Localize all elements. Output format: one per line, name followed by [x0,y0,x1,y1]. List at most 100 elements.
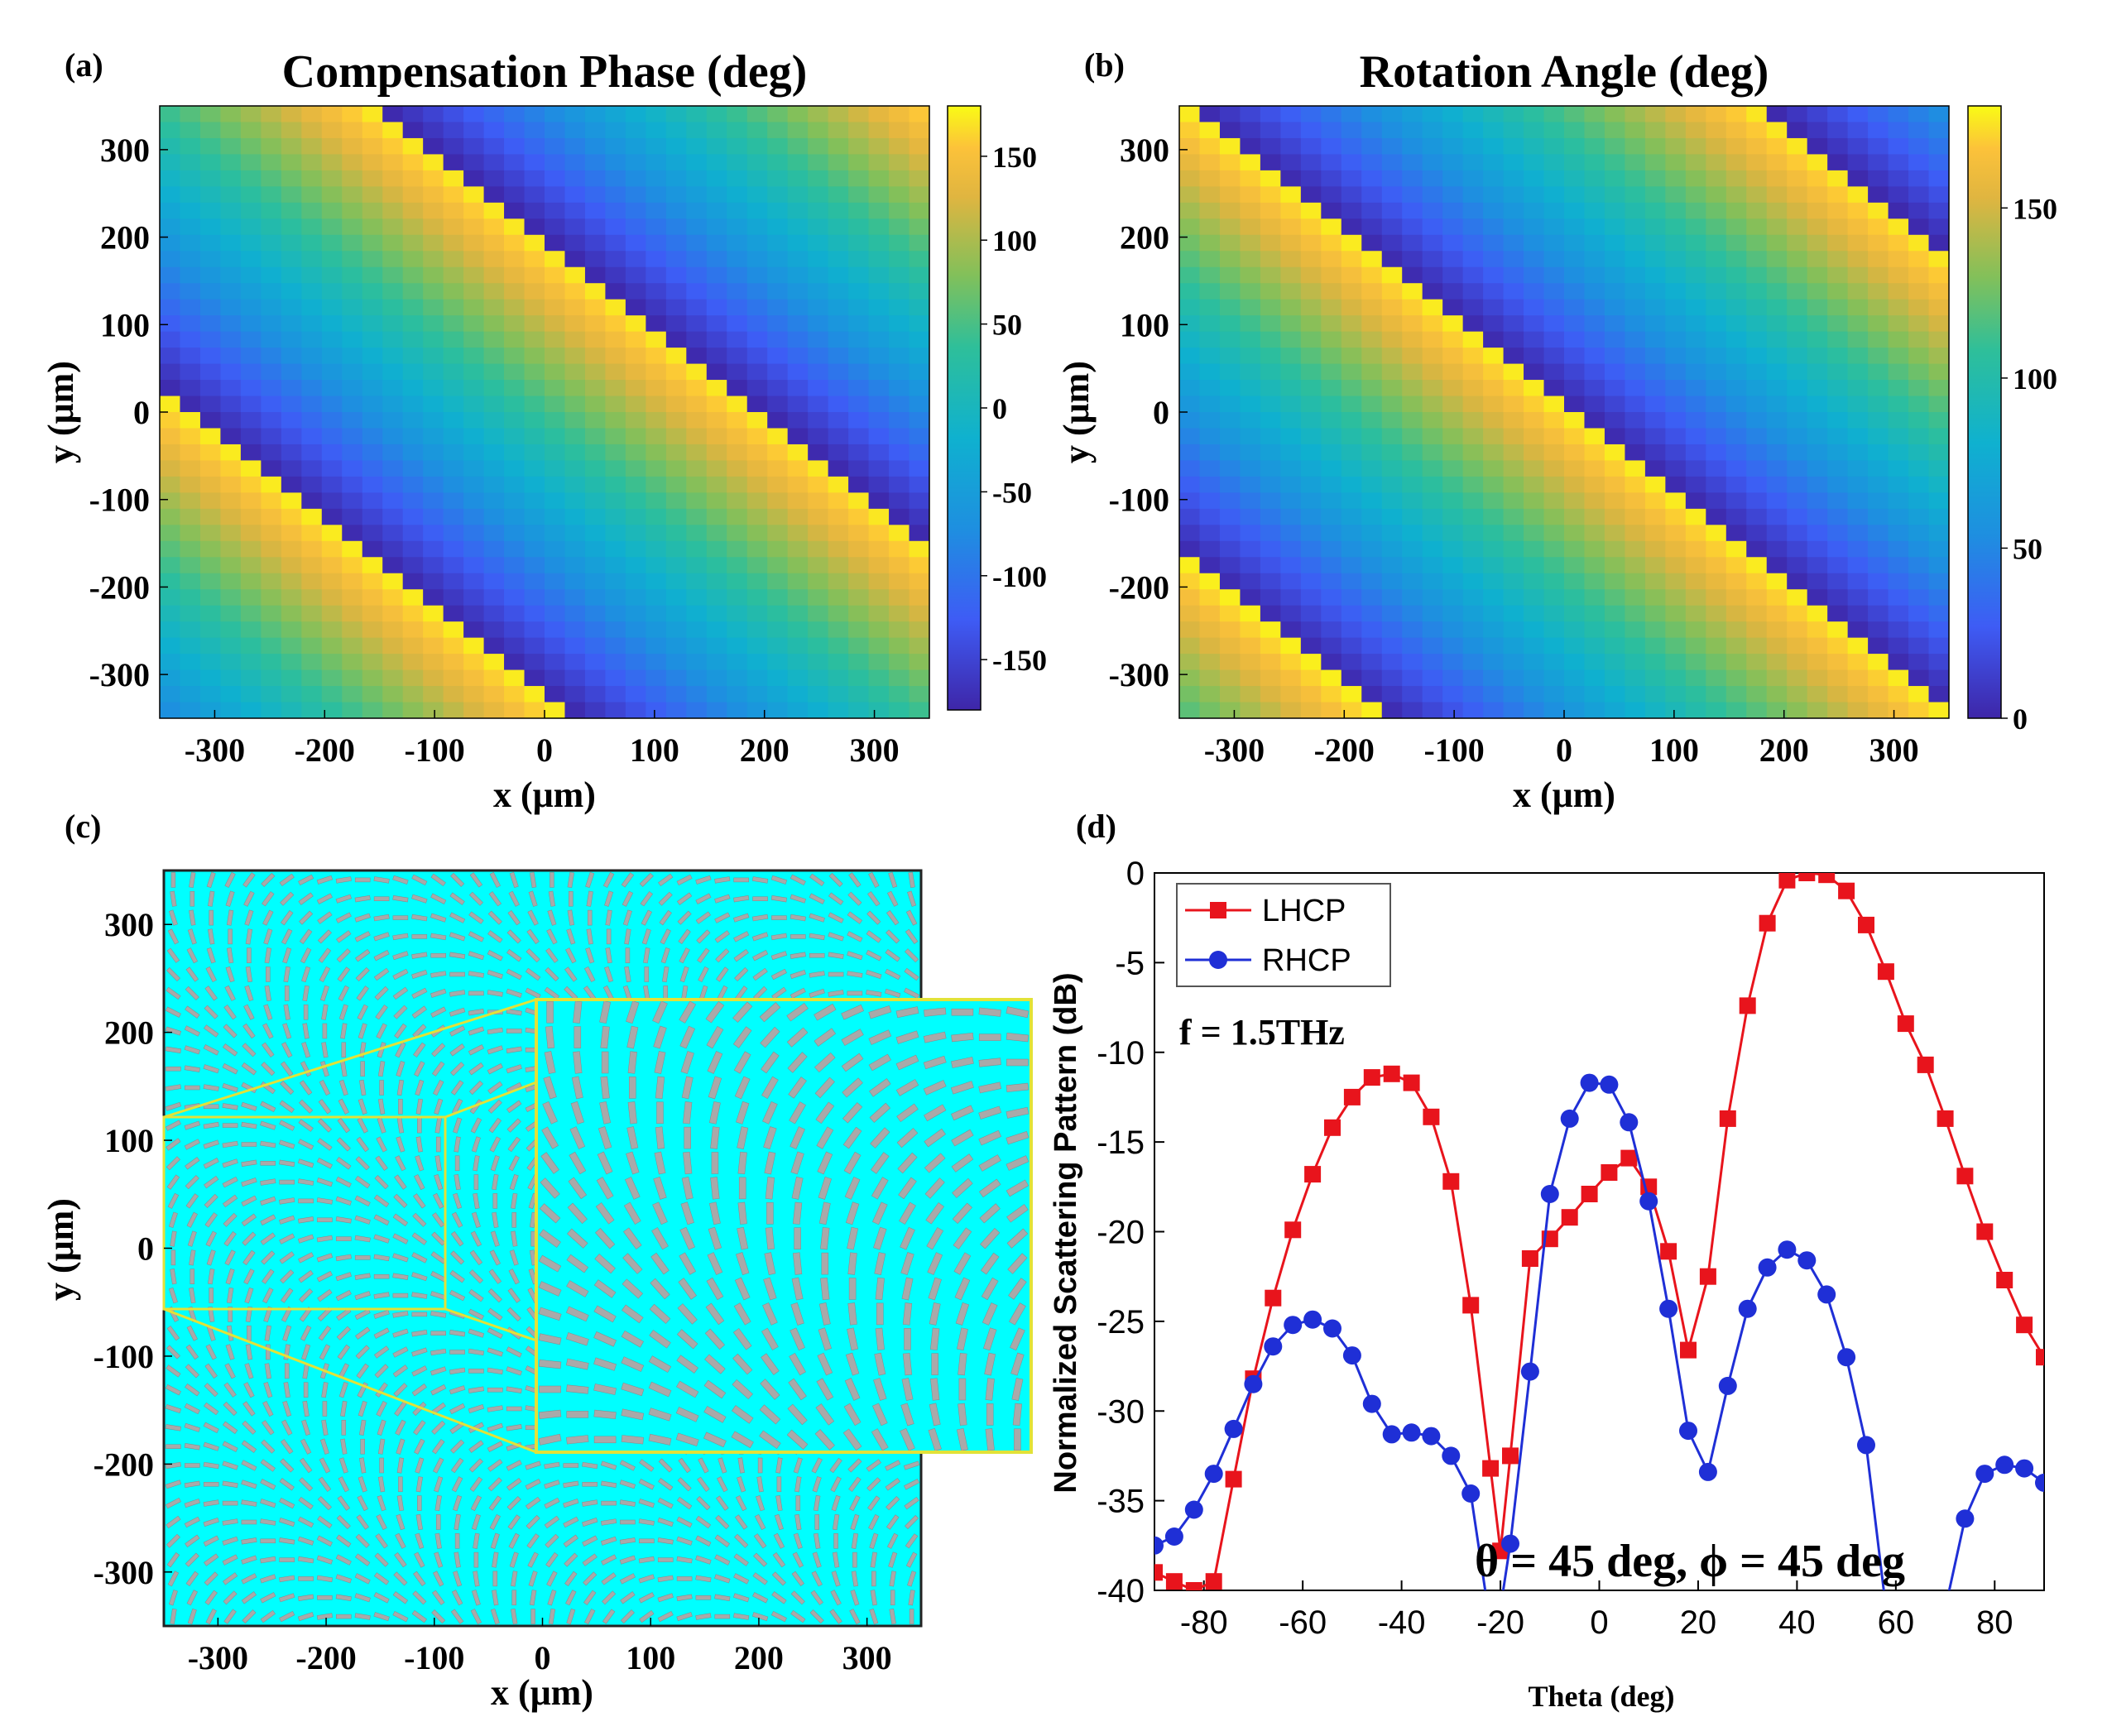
heatmap-a-cell [199,540,222,558]
heatmap-a-cell [889,363,910,381]
unit-cell [185,966,199,982]
heatmap-a-cell [787,396,809,413]
unit-cell [526,967,541,981]
inset-unit-cell [681,1076,694,1100]
unit-cell [299,1457,313,1474]
heatmap-b-cell [1361,621,1383,639]
heatmap-b-cell [1847,170,1869,187]
heatmap-b-cell [1725,266,1747,284]
heatmap-b-cell [1706,396,1727,413]
inset-unit-cell [539,1229,561,1248]
heatmap-b-cell [1300,412,1322,429]
heatmap-b-cell [1341,525,1362,542]
heatmap-a-cell [767,202,789,219]
heatmap-a-cell [301,154,323,171]
heatmap-a-cell [321,122,343,139]
heatmap-b-cell [1402,299,1423,316]
heatmap-b-cell [1361,380,1383,397]
heatmap-a-cell [706,266,727,284]
heatmap-b-cell [1787,331,1808,348]
heatmap-b-cell [1361,589,1383,607]
heatmap-b-cell [1219,573,1241,590]
inset-unit-cell [794,1227,801,1249]
unit-cell [261,1250,276,1265]
unit-cell [411,1609,427,1623]
heatmap-b-cell [1321,589,1342,607]
unit-cell [888,1551,898,1568]
panel-d-xtick-label: 20 [1680,1604,1717,1641]
inset-unit-cell [847,1226,859,1250]
heatmap-b-cell [1908,122,1930,139]
unit-cell [774,1513,784,1531]
unit-cell [189,1288,196,1304]
heatmap-b-cell [1240,348,1261,365]
heatmap-a-cell [261,669,282,687]
heatmap-b-cell [1685,315,1706,333]
heatmap-b-cell [1564,202,1586,219]
inset-unit-cell [870,1127,890,1149]
heatmap-b-cell [1402,283,1423,300]
unit-cell [715,1515,730,1529]
heatmap-b-cell [1402,460,1423,477]
heatmap-a-cell [808,396,829,413]
heatmap-a-cell [443,106,464,123]
heatmap-b-cell [1766,396,1788,413]
heatmap-a-cell [382,218,404,236]
heatmap-a-cell [727,218,748,236]
heatmap-b-cell [1644,348,1666,365]
unit-cell [641,909,652,926]
heatmap-b-cell [1442,525,1464,542]
inset-unit-cell [703,1431,727,1448]
heatmap-a-cell [625,251,646,268]
heatmap-a-cell [321,315,343,333]
heatmap-b-cell [1746,654,1768,671]
heatmap-b-cell [1341,348,1362,365]
heatmap-b-cell [1706,202,1727,219]
heatmap-b-cell [1179,460,1201,477]
unit-cell [223,1194,238,1208]
heatmap-a-cell [180,702,201,718]
heatmap-b-cell [1381,589,1403,607]
heatmap-b-cell [1908,621,1930,639]
heatmap-a-cell [848,122,870,139]
heatmap-a-cell [665,331,687,348]
unit-cell [336,1137,351,1152]
heatmap-a-cell [199,137,222,156]
heatmap-b-cell [1240,669,1261,687]
unit-cell [473,1192,480,1209]
heatmap-a-cell [301,396,323,413]
heatmap-a-cell [261,348,282,365]
inset-unit-cell [654,1051,666,1074]
heatmap-a-cell [787,170,809,187]
unit-cell [300,1438,312,1455]
heatmap-b-cell [1543,492,1565,510]
inset-unit-cell [1007,1253,1028,1274]
unit-cell [547,909,557,926]
heatmap-b-cell [1908,669,1930,687]
unit-cell [638,1556,655,1564]
panel-b-ytick-label: -100 [1109,482,1169,519]
inset-unit-cell [538,1307,562,1321]
heatmap-b-cell [1219,283,1241,300]
heatmap-a-cell [443,621,464,639]
heatmap-b-cell [1807,380,1828,397]
heatmap-a-cell [301,702,323,718]
heatmap-b-cell [1422,444,1443,462]
heatmap-a-cell [402,412,424,429]
heatmap-b-cell [1381,605,1403,622]
unit-cell [341,1420,347,1436]
unit-cell [676,1556,693,1564]
unit-cell [299,1080,313,1096]
unit-cell [714,930,730,943]
unit-cell [450,1231,464,1247]
heatmap-a-cell [423,621,444,639]
heatmap-b-cell [1928,170,1949,187]
unit-cell [321,1042,329,1058]
unit-cell [355,1175,371,1189]
unit-cell [506,1029,522,1033]
heatmap-b-cell [1868,122,1889,139]
unit-cell [260,1120,276,1130]
heatmap-a-cell [301,251,323,268]
heatmap-b-cell [1766,202,1788,219]
unit-cell [908,871,915,888]
